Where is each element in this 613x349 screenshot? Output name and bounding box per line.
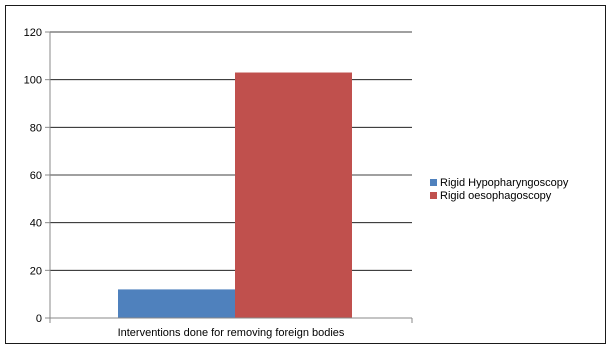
bars bbox=[118, 72, 352, 319]
y-tick-label: 40 bbox=[30, 218, 42, 230]
y-tick-label: 60 bbox=[30, 170, 42, 182]
y-tick-label: 100 bbox=[24, 75, 42, 87]
bar-rigid-hypopharyngoscopy bbox=[118, 289, 235, 318]
gridlines bbox=[50, 31, 412, 271]
chart-svg: 0 20 40 60 80 100 120 Interventions done for r… bbox=[24, 27, 413, 339]
legend-label: Rigid Hypopharyngoscopy bbox=[440, 176, 569, 189]
bar-rigid-oesophagoscopy bbox=[235, 72, 352, 319]
y-tick-label: 20 bbox=[30, 265, 42, 277]
y-tick-label: 120 bbox=[24, 27, 42, 39]
y-tick-label: 80 bbox=[30, 122, 42, 134]
axes bbox=[49, 32, 413, 323]
chart-frame: 0 20 40 60 80 100 120 Interventions done for r… bbox=[5, 5, 606, 344]
x-category-label: Interventions done for removing foreign … bbox=[118, 327, 345, 339]
legend-label: Rigid oesophagoscopy bbox=[440, 189, 552, 202]
y-tick-label: 0 bbox=[36, 313, 42, 325]
legend-item-hypopharyngoscopy: Rigid Hypopharyngoscopy bbox=[430, 176, 568, 189]
y-tick-labels: 0 20 40 60 80 100 120 bbox=[24, 27, 50, 325]
legend-swatch-blue bbox=[430, 179, 437, 186]
legend-item-oesophagoscopy: Rigid oesophagoscopy bbox=[430, 189, 568, 202]
legend-swatch-red bbox=[430, 192, 437, 199]
legend: Rigid Hypopharyngoscopy Rigid oesophagos… bbox=[430, 176, 568, 202]
